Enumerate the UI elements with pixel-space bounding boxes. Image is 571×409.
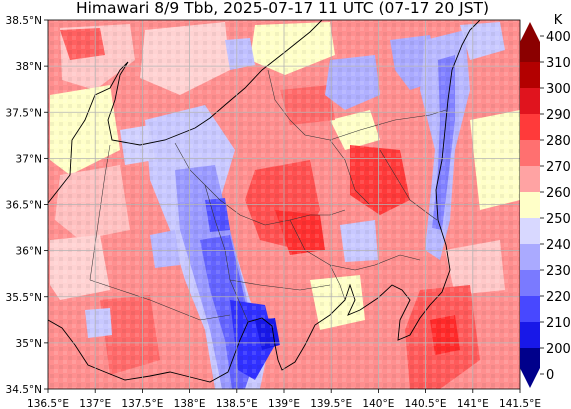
latitude-ticks: 34.5°N 35°N 35.5°N 36°N 36.5°N 37°N 37.5°N 38°N… <box>6 15 48 396</box>
colorbar-label: 280 <box>546 134 571 149</box>
colorbar-label: 0 <box>546 368 554 383</box>
y-tick-label: 35.5°N <box>6 292 42 304</box>
colorbar-segment <box>520 166 540 192</box>
colorbar-segment <box>520 62 540 88</box>
colorbar-segment <box>520 192 540 218</box>
x-tick-label: 140°E <box>362 398 394 409</box>
colorbar-label: 230 <box>546 264 571 279</box>
colorbar-segment <box>520 322 540 348</box>
colorbar-label: 400 <box>546 30 571 45</box>
colorbar-label: 270 <box>546 160 571 175</box>
y-tick-label: 38.5°N <box>6 15 42 27</box>
colorbar-segment <box>520 270 540 296</box>
x-tick-label: 138°E <box>174 398 206 409</box>
longitude-ticks: 136.5°E 137°E 137.5°E 138°E 138.5°E 139°E 139.… <box>27 389 541 409</box>
colorbar-label: 250 <box>546 212 571 227</box>
colorbar-segment <box>520 140 540 166</box>
x-tick-label: 139°E <box>268 398 300 409</box>
colorbar-label: 220 <box>546 290 571 305</box>
gridlines <box>48 20 520 389</box>
x-tick-label: 141.5°E <box>499 398 541 409</box>
y-tick-label: 37.5°N <box>6 107 42 119</box>
colorbar-segment <box>520 88 540 114</box>
colorbar-segment <box>520 296 540 322</box>
x-tick-label: 140.5°E <box>405 398 447 409</box>
colorbar-label: 310 <box>546 56 571 71</box>
y-tick-label: 36°N <box>16 246 42 258</box>
map-title: Himawari 8/9 Tbb, 2025-07-17 11 UTC (07-… <box>75 0 490 17</box>
colorbar-label: 260 <box>546 186 571 201</box>
coastline <box>48 20 481 383</box>
x-tick-label: 141°E <box>457 398 489 409</box>
colorbar-segment <box>520 218 540 244</box>
colorbar: K 400 310 300 290 280 270 260 250 240 230 220 210 20… <box>520 13 571 388</box>
colorbar-label: 200 <box>546 342 571 357</box>
x-tick-label: 137°E <box>79 398 111 409</box>
y-tick-label: 37°N <box>16 153 42 165</box>
colorbar-label: 300 <box>546 82 571 97</box>
colorbar-segment <box>520 22 540 62</box>
colorbar-segment <box>520 244 540 270</box>
y-tick-label: 35°N <box>16 338 42 350</box>
colorbar-label: 290 <box>546 108 571 123</box>
x-tick-label: 137.5°E <box>121 398 163 409</box>
y-tick-label: 36.5°N <box>6 200 42 212</box>
colorbar-segment <box>520 348 540 388</box>
x-tick-label: 138.5°E <box>216 398 258 409</box>
colorbar-segment <box>520 114 540 140</box>
colorbar-label: 240 <box>546 238 571 253</box>
prefecture-borders <box>89 69 447 323</box>
y-tick-label: 38°N <box>16 61 42 73</box>
x-tick-label: 139.5°E <box>310 398 352 409</box>
colorbar-unit: K <box>554 13 563 28</box>
x-tick-label: 136.5°E <box>27 398 69 409</box>
colorbar-label: 210 <box>546 316 571 331</box>
y-tick-label: 34.5°N <box>6 384 42 396</box>
